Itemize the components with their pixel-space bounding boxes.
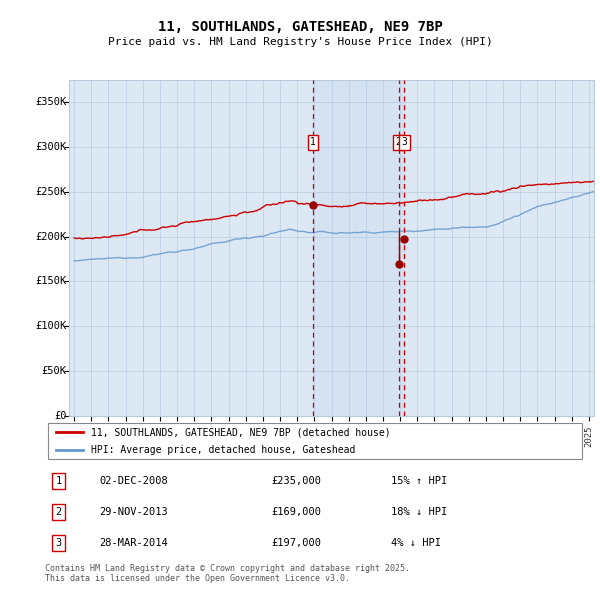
Text: 11, SOUTHLANDS, GATESHEAD, NE9 7BP (detached house): 11, SOUTHLANDS, GATESHEAD, NE9 7BP (deta… — [91, 427, 391, 437]
Text: £150K: £150K — [35, 277, 67, 286]
Text: 2: 2 — [396, 137, 401, 148]
Text: 4% ↓ HPI: 4% ↓ HPI — [391, 538, 440, 548]
Text: 29-NOV-2013: 29-NOV-2013 — [99, 507, 168, 517]
Text: £100K: £100K — [35, 322, 67, 331]
Text: 3: 3 — [55, 538, 62, 548]
Text: 02-DEC-2008: 02-DEC-2008 — [99, 476, 168, 486]
Text: Contains HM Land Registry data © Crown copyright and database right 2025.
This d: Contains HM Land Registry data © Crown c… — [45, 563, 410, 583]
Text: £200K: £200K — [35, 232, 67, 241]
Text: £0: £0 — [54, 411, 67, 421]
Text: £50K: £50K — [41, 366, 67, 376]
Text: Price paid vs. HM Land Registry's House Price Index (HPI): Price paid vs. HM Land Registry's House … — [107, 37, 493, 47]
Text: £350K: £350K — [35, 97, 67, 107]
Text: 3: 3 — [401, 137, 407, 148]
Text: £169,000: £169,000 — [272, 507, 322, 517]
Text: £197,000: £197,000 — [272, 538, 322, 548]
Text: £300K: £300K — [35, 142, 67, 152]
FancyBboxPatch shape — [48, 423, 582, 460]
Text: 18% ↓ HPI: 18% ↓ HPI — [391, 507, 447, 517]
Text: 1: 1 — [55, 476, 62, 486]
Text: 15% ↑ HPI: 15% ↑ HPI — [391, 476, 447, 486]
Bar — [313, 80, 404, 416]
Text: 2: 2 — [55, 507, 62, 517]
Text: HPI: Average price, detached house, Gateshead: HPI: Average price, detached house, Gate… — [91, 445, 355, 455]
Text: 1: 1 — [310, 137, 316, 148]
Text: 11, SOUTHLANDS, GATESHEAD, NE9 7BP: 11, SOUTHLANDS, GATESHEAD, NE9 7BP — [158, 20, 442, 34]
Text: 28-MAR-2014: 28-MAR-2014 — [99, 538, 168, 548]
Text: £235,000: £235,000 — [272, 476, 322, 486]
Text: £250K: £250K — [35, 187, 67, 196]
